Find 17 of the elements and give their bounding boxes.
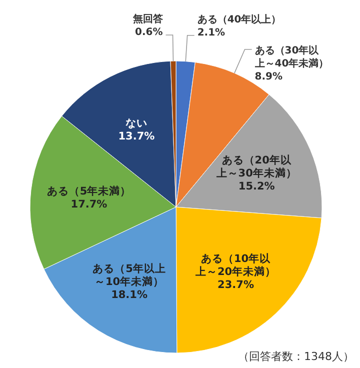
- slice-label: ある（40年以上）: [197, 13, 282, 26]
- slice-label: 無回答: [132, 13, 164, 26]
- data-label: 18.1%: [111, 289, 148, 302]
- data-label: 0.6%: [135, 27, 163, 38]
- slice-label: ある（5年未満）: [46, 184, 132, 198]
- text: （回答者数：1348人）: [238, 350, 354, 363]
- slice-label: ない: [125, 117, 148, 130]
- data-label: 2.1%: [197, 27, 226, 38]
- slice-label: ある（20年以上～30年未満）: [215, 154, 297, 180]
- slice-label: ある（10年以上～20年未満）: [194, 252, 276, 278]
- slice-label: ある（30年以上～40年未満）: [254, 44, 329, 70]
- slice-label: ある（5年以上～10年未満）: [92, 262, 166, 288]
- data-label: 15.2%: [238, 180, 276, 193]
- data-label: 13.7%: [118, 130, 156, 142]
- data-label: 8.9%: [254, 71, 283, 82]
- data-label: 23.7%: [218, 279, 254, 292]
- data-label: 17.7%: [70, 198, 108, 210]
